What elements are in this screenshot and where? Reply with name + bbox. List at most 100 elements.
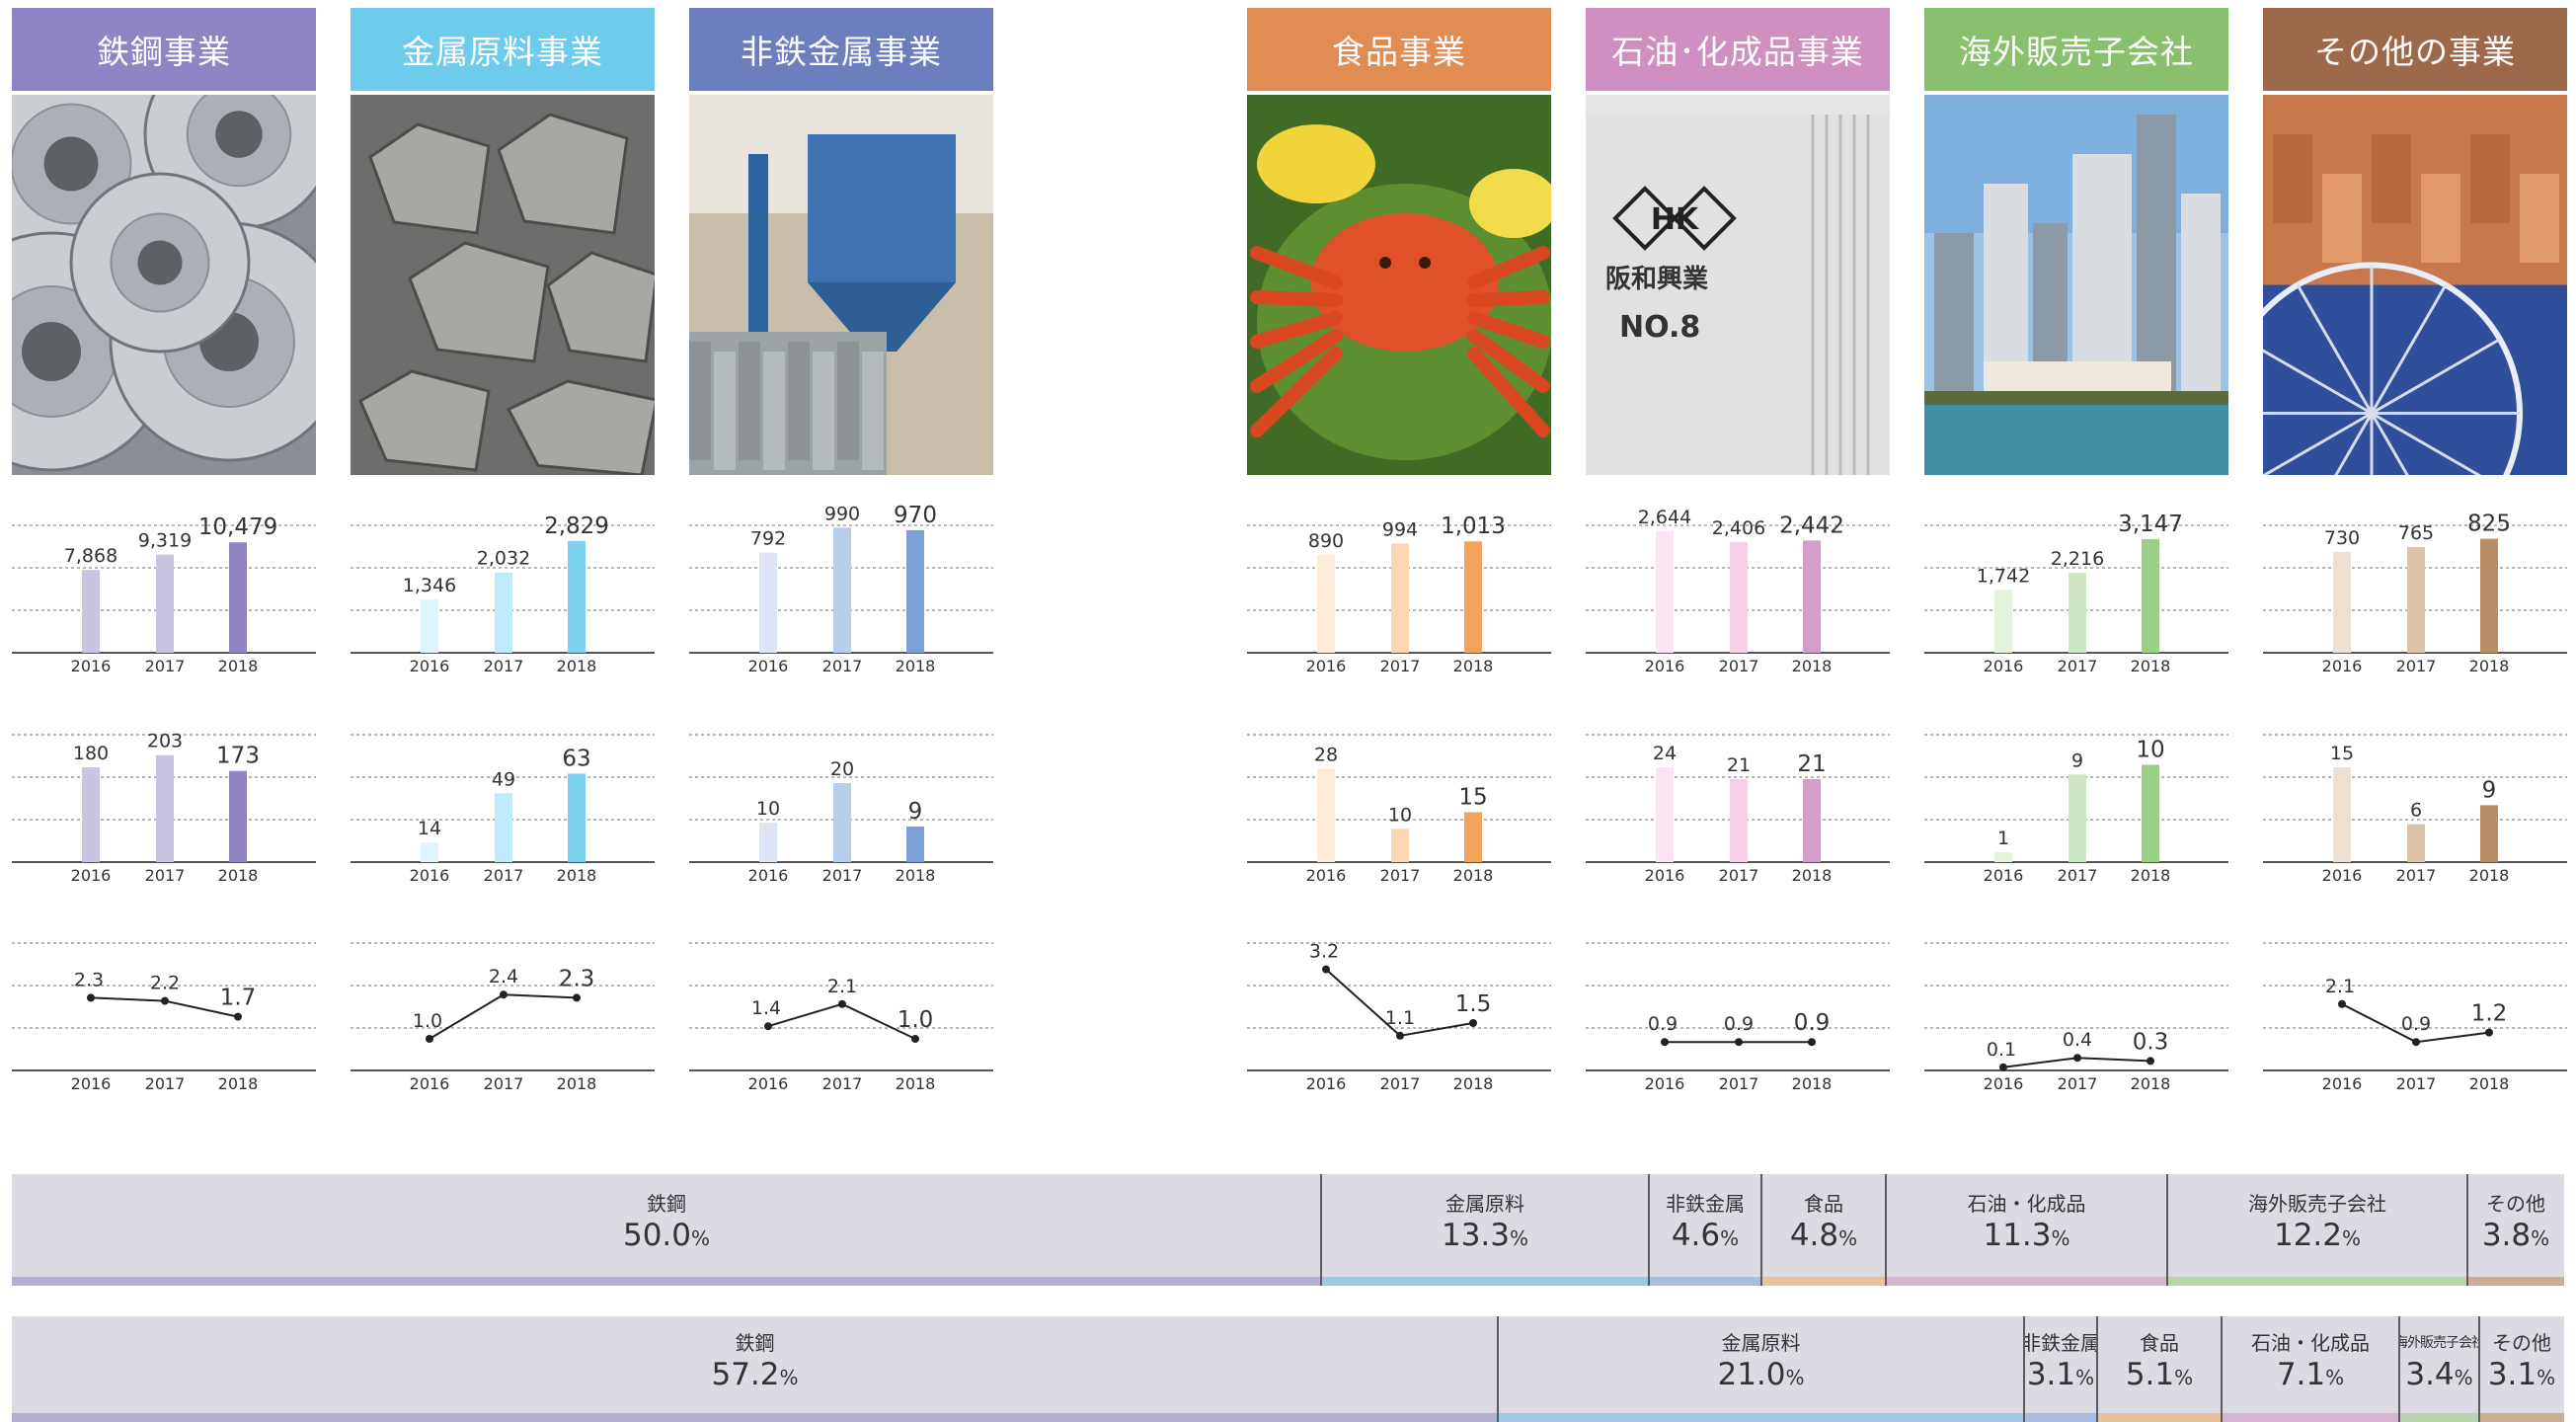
value-label-2017: 2.2 xyxy=(150,973,180,994)
ore-rock xyxy=(358,369,491,472)
share-value: 3.4 xyxy=(2405,1357,2455,1392)
bar-2018 xyxy=(229,770,247,862)
point-2017 xyxy=(500,990,507,999)
steel-margin-chart: 2.3 2.2 1.7 2016 2017 2018 xyxy=(12,942,316,1093)
bar-2018 xyxy=(1803,779,1821,862)
bar-2017 xyxy=(495,572,512,653)
tick-label-2018: 2018 xyxy=(2131,657,2171,675)
share-name: 石油・化成品 xyxy=(2251,1331,2370,1355)
ore-rock xyxy=(546,251,655,363)
segment-photo xyxy=(12,95,316,475)
ore-rock xyxy=(368,122,491,235)
others-profit-chart: 15 6 9 2016 2017 2018 xyxy=(2263,734,2567,885)
value-label-2016: 28 xyxy=(1314,745,1338,766)
share-segment-3: 食品 4.8% xyxy=(1761,1174,1886,1286)
bar-2018 xyxy=(2142,764,2159,862)
share-value: 21.0 xyxy=(1717,1357,1786,1392)
value-label-2016: 0.1 xyxy=(1987,1039,2016,1061)
share-segment-0: 鉄鋼 50.0% xyxy=(12,1174,1321,1286)
segment-title: 石油･化成品事業 xyxy=(1586,8,1890,91)
ore-rock xyxy=(408,241,550,363)
share-segment-0: 鉄鋼 57.2% xyxy=(12,1316,1498,1422)
bar-2016 xyxy=(421,842,438,862)
tick-label-2018: 2018 xyxy=(1792,1074,1833,1093)
share-1-bar: 鉄鋼 50.0% 金属原料 13.3% 非鉄金属 4.6% 食品 4.8% 石油・化成品 11.3… xyxy=(12,1174,2564,1286)
share-divider xyxy=(2166,1174,2168,1286)
food-revenue-chart: 890 994 1,013 2016 2017 2018 xyxy=(1247,514,1551,675)
tick-label-2017: 2017 xyxy=(2396,657,2437,675)
bar-2016 xyxy=(1656,530,1674,653)
tick-label-2018: 2018 xyxy=(1792,866,1833,885)
tick-label-2017: 2017 xyxy=(822,866,863,885)
value-label-2018: 1.5 xyxy=(1455,991,1492,1017)
bar-2018 xyxy=(2480,805,2498,862)
tick-label-2018: 2018 xyxy=(557,1074,597,1093)
segment-title: 海外販売子会社 xyxy=(1924,8,2228,91)
segment-title: 非鉄金属事業 xyxy=(689,8,993,91)
share-percent: 3.8% xyxy=(2482,1217,2549,1257)
value-label-2018: 15 xyxy=(1458,784,1487,810)
value-label-2016: 2.3 xyxy=(74,969,104,990)
tick-label-2017: 2017 xyxy=(2396,866,2437,885)
petro-margin-chart: 0.9 0.9 0.9 2016 2017 2018 xyxy=(1586,942,1890,1093)
tick-label-2016: 2016 xyxy=(1306,1074,1347,1093)
share-segment-4: 石油・化成品 7.1% xyxy=(2222,1316,2399,1422)
bar-2017 xyxy=(1391,543,1409,653)
value-label-2017: 21 xyxy=(1727,754,1751,776)
share-value: 3.1 xyxy=(2487,1357,2537,1392)
non-ferrous-margin-chart: 1.4 2.1 1.0 2016 2017 2018 xyxy=(689,942,993,1093)
wooden-block xyxy=(2520,174,2559,263)
ore-rock xyxy=(506,379,655,475)
bar-2018 xyxy=(906,827,924,862)
tick-label-2016: 2016 xyxy=(71,866,112,885)
share-segment-6: その他 3.8% xyxy=(2467,1174,2564,1286)
tick-label-2017: 2017 xyxy=(1719,866,1759,885)
tick-label-2016: 2016 xyxy=(1306,657,1347,675)
share-divider xyxy=(2398,1316,2400,1422)
tick-label-2016: 2016 xyxy=(1645,866,1685,885)
value-label-2018: 825 xyxy=(2467,512,2511,537)
tick-label-2016: 2016 xyxy=(1984,657,2024,675)
share-percent: 3.4% xyxy=(2405,1356,2472,1396)
tick-label-2017: 2017 xyxy=(822,657,863,675)
bar-2017 xyxy=(2069,774,2086,862)
value-label-2016: 15 xyxy=(2330,743,2354,764)
wooden-block xyxy=(2273,134,2312,223)
share-segment-1: 金属原料 21.0% xyxy=(1498,1316,2024,1422)
metal-raw-revenue-chart: 1,346 2,032 2,829 2016 2017 2018 xyxy=(351,514,655,675)
point-2018 xyxy=(1808,1038,1816,1047)
share-unit: % xyxy=(691,1226,711,1250)
share-percent: 4.8% xyxy=(1790,1217,1857,1257)
share-unit: % xyxy=(2537,1366,2556,1389)
share-percent: 4.6% xyxy=(1672,1217,1739,1257)
tick-label-2018: 2018 xyxy=(896,1074,936,1093)
value-label-2017: 2.4 xyxy=(489,966,518,988)
segment-photo xyxy=(351,95,655,475)
petro-revenue-chart: 2,644 2,406 2,442 2016 2017 2018 xyxy=(1586,507,1890,675)
segment-photo xyxy=(1247,95,1551,475)
value-label-2017: 6 xyxy=(2410,800,2422,822)
value-label-2016: 2.1 xyxy=(2325,976,2355,997)
tick-label-2017: 2017 xyxy=(2058,1074,2098,1093)
tick-label-2017: 2017 xyxy=(2058,657,2098,675)
crab xyxy=(1311,213,1499,352)
skyscraper xyxy=(1984,184,2028,391)
share-segment-5: 海外販売子会社 3.4% xyxy=(2399,1316,2479,1422)
value-label-2018: 970 xyxy=(894,503,937,528)
tick-label-2016: 2016 xyxy=(410,866,450,885)
point-2016 xyxy=(2338,999,2346,1008)
value-label-2017: 0.9 xyxy=(1724,1013,1754,1035)
tick-label-2018: 2018 xyxy=(557,866,597,885)
share-divider xyxy=(2466,1174,2468,1286)
share-divider xyxy=(1885,1174,1887,1286)
tick-label-2017: 2017 xyxy=(484,1074,524,1093)
point-2016 xyxy=(87,993,95,1002)
share-value: 7.1 xyxy=(2276,1357,2326,1392)
point-2017 xyxy=(2073,1054,2081,1063)
value-label-2018: 63 xyxy=(562,746,590,771)
share-value: 4.6 xyxy=(1671,1218,1721,1253)
share-divider xyxy=(2023,1316,2025,1422)
